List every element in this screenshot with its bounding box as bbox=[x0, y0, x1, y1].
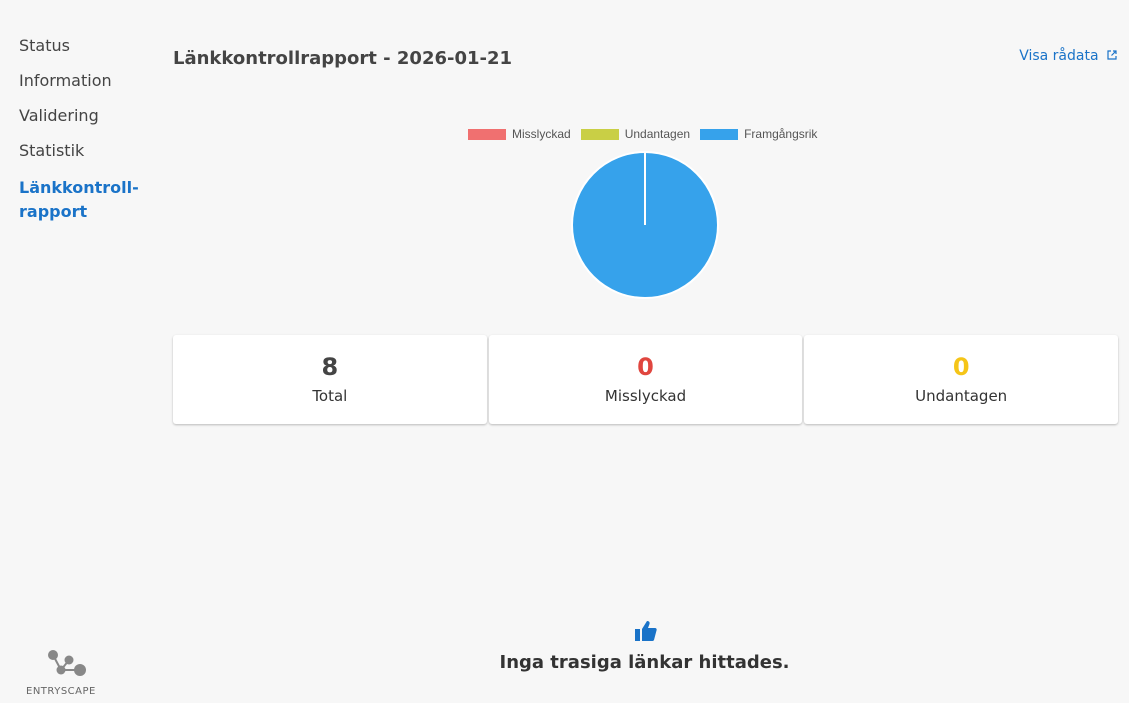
sidebar-nav: Status Information Validering Statistik … bbox=[19, 36, 149, 239]
external-link-icon bbox=[1107, 50, 1117, 60]
entryscape-logo: ENTRYSCAPE bbox=[26, 648, 96, 697]
legend-item[interactable]: Misslyckad bbox=[468, 127, 571, 141]
pie-chart bbox=[571, 151, 719, 299]
legend-item[interactable]: Undantagen bbox=[580, 127, 691, 141]
legend-swatch bbox=[468, 129, 506, 141]
sidebar-item-linkcheck-report[interactable]: Länkkontroll-rapport bbox=[19, 178, 139, 221]
legend-label: Framgångsrik bbox=[744, 127, 818, 141]
card-value: 8 bbox=[321, 353, 339, 381]
view-raw-data-label: Visa rådata bbox=[1019, 48, 1099, 64]
page-title: Länkkontrollrapport - 2026-01-21 bbox=[173, 48, 513, 69]
legend-swatch bbox=[700, 129, 739, 141]
view-raw-data-link[interactable]: Visa rådata bbox=[1019, 48, 1117, 64]
thumbs-up-icon bbox=[635, 621, 657, 641]
sidebar-item-status[interactable]: Status bbox=[19, 36, 70, 55]
logo-text: ENTRYSCAPE bbox=[26, 686, 96, 697]
no-broken-links-message: Inga trasiga länkar hittades. bbox=[499, 652, 790, 673]
card-label: Undantagen bbox=[915, 387, 1008, 405]
sidebar-item-statistik[interactable]: Statistik bbox=[19, 141, 85, 160]
chart-legend: Misslyckad Undantagen Framgångsrik bbox=[468, 127, 817, 141]
card-excepted: 0 Undantagen bbox=[804, 335, 1119, 424]
legend-label: Misslyckad bbox=[512, 127, 571, 141]
card-total: 8 Total bbox=[173, 335, 487, 424]
sidebar-item-validering[interactable]: Validering bbox=[19, 106, 99, 125]
card-value: 0 bbox=[637, 353, 654, 381]
card-label: Misslyckad bbox=[604, 387, 687, 405]
card-value: 0 bbox=[952, 353, 970, 381]
legend-swatch bbox=[580, 129, 619, 141]
card-label: Total bbox=[312, 387, 348, 405]
sidebar-item-information[interactable]: Information bbox=[19, 71, 112, 90]
summary-cards: 8 Total 0 Misslyckad 0 Undantagen bbox=[173, 335, 1119, 424]
card-failed: 0 Misslyckad bbox=[488, 335, 803, 424]
legend-label: Undantagen bbox=[624, 127, 691, 141]
legend-item[interactable]: Framgångsrik bbox=[700, 127, 817, 141]
